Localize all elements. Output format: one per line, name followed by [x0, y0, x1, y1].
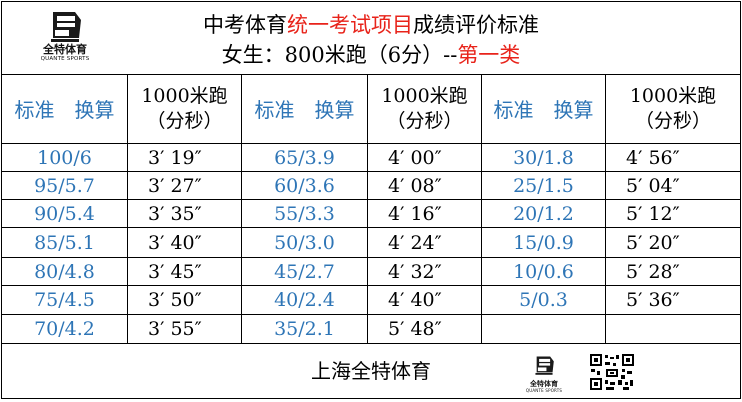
time-value-cell	[606, 315, 740, 344]
brand-logo: 全特体育 QUANTE SPORTS	[32, 8, 98, 68]
header-standard-label: 标准 换算	[14, 98, 115, 122]
standard-score-cell: 45/2.7	[242, 258, 368, 286]
standard-score-cell: 15/0.9	[482, 228, 606, 258]
time-value-cell: 4′ 56″	[606, 144, 740, 172]
standard-score-cell: 100/6	[2, 144, 128, 172]
time-value-cell: 5′ 20″	[606, 228, 740, 258]
time-value-cell: 5′ 04″	[606, 172, 740, 200]
standard-score-cell: 80/4.8	[2, 258, 128, 286]
footer-logo-text-cn: 全特体育	[530, 380, 558, 388]
time-value-cell: 4′ 16″	[368, 200, 482, 228]
header: 全特体育 QUANTE SPORTS 中考体育统一考试项目成绩评价标准 女生：8…	[2, 2, 740, 75]
header-time-label: 1000米跑	[629, 84, 717, 107]
header-standard-label: 标准 换算	[254, 98, 355, 122]
time-value-cell: 3′ 45″	[128, 258, 242, 286]
standard-score-cell: 10/0.6	[482, 258, 606, 286]
header-time-label: 1000米跑	[141, 84, 228, 107]
header-standard-label: 标准 换算	[493, 98, 594, 122]
time-value-cell: 3′ 19″	[128, 144, 242, 172]
standard-score-cell: 70/4.2	[2, 315, 128, 344]
time-value-cell: 3′ 50″	[128, 286, 242, 315]
time-value-cell: 5′ 48″	[368, 315, 482, 344]
logo-text-en: QUANTE SPORTS	[40, 56, 90, 62]
subtitle-part-1: 女生：800米跑（6分）--	[221, 43, 458, 67]
header-time-unit: （分秒）	[634, 109, 711, 132]
time-value-cell: 3′ 35″	[128, 200, 242, 228]
header-standard-conversion: 标准 换算	[482, 74, 606, 144]
standard-score-cell: 55/3.3	[242, 200, 368, 228]
fist-logo-icon	[51, 12, 81, 42]
time-value-cell: 4′ 08″	[368, 172, 482, 200]
standard-score-cell: 65/3.9	[242, 144, 368, 172]
standard-score-cell: 75/4.5	[2, 286, 128, 315]
standard-score-cell: 20/1.2	[482, 200, 606, 228]
header-time-unit: （分秒）	[386, 109, 463, 132]
header-1000m-time: 1000米跑 （分秒）	[128, 74, 242, 144]
header-standard-conversion: 标准 换算	[2, 74, 128, 144]
time-value-cell: 4′ 24″	[368, 228, 482, 258]
time-value-cell: 5′ 36″	[606, 286, 740, 315]
header-time-label: 1000米跑	[381, 84, 468, 107]
standard-score-cell: 35/2.1	[242, 315, 368, 344]
qr-code-icon	[588, 352, 636, 392]
header-standard-conversion: 标准 换算	[242, 74, 368, 144]
title-part-1: 中考体育	[203, 13, 287, 37]
footer-logo-text-en: QUANTE SPORTS	[525, 388, 563, 393]
standard-score-cell: 5/0.3	[482, 286, 606, 315]
fist-logo-icon	[535, 356, 554, 375]
subtitle-category: 第一类	[457, 43, 521, 67]
footer-org-name: 上海全特体育	[311, 359, 431, 383]
time-value-cell: 3′ 40″	[128, 228, 242, 258]
page-subtitle: 女生：800米跑（6分）--第一类	[2, 42, 740, 68]
title-part-2: 统一考试项目	[287, 13, 413, 37]
time-value-cell: 4′ 40″	[368, 286, 482, 315]
time-value-cell: 5′ 12″	[606, 200, 740, 228]
time-value-cell: 4′ 32″	[368, 258, 482, 286]
standard-score-cell: 60/3.6	[242, 172, 368, 200]
standard-score-cell: 90/5.4	[2, 200, 128, 228]
standard-score-cell: 85/5.1	[2, 228, 128, 258]
title-part-3: 成绩评价标准	[413, 13, 539, 37]
header-1000m-time: 1000米跑 （分秒）	[606, 74, 740, 144]
logo-text-cn: 全特体育	[43, 43, 87, 56]
footer: 上海全特体育 全特体育 QUANTE SPORTS	[2, 344, 740, 398]
page-title: 中考体育统一考试项目成绩评价标准	[2, 12, 740, 38]
time-value-cell: 5′ 28″	[606, 258, 740, 286]
header-time-unit: （分秒）	[146, 109, 223, 132]
time-value-cell: 4′ 00″	[368, 144, 482, 172]
time-value-cell: 3′ 55″	[128, 315, 242, 344]
standard-score-cell: 30/1.8	[482, 144, 606, 172]
standard-score-cell: 40/2.4	[242, 286, 368, 315]
time-value-cell: 3′ 27″	[128, 172, 242, 200]
header-1000m-time: 1000米跑 （分秒）	[368, 74, 482, 144]
standard-score-cell	[482, 315, 606, 344]
footer-logo: 全特体育 QUANTE SPORTS	[522, 354, 566, 394]
standard-score-cell: 95/5.7	[2, 172, 128, 200]
standard-score-cell: 50/3.0	[242, 228, 368, 258]
standard-score-cell: 25/1.5	[482, 172, 606, 200]
